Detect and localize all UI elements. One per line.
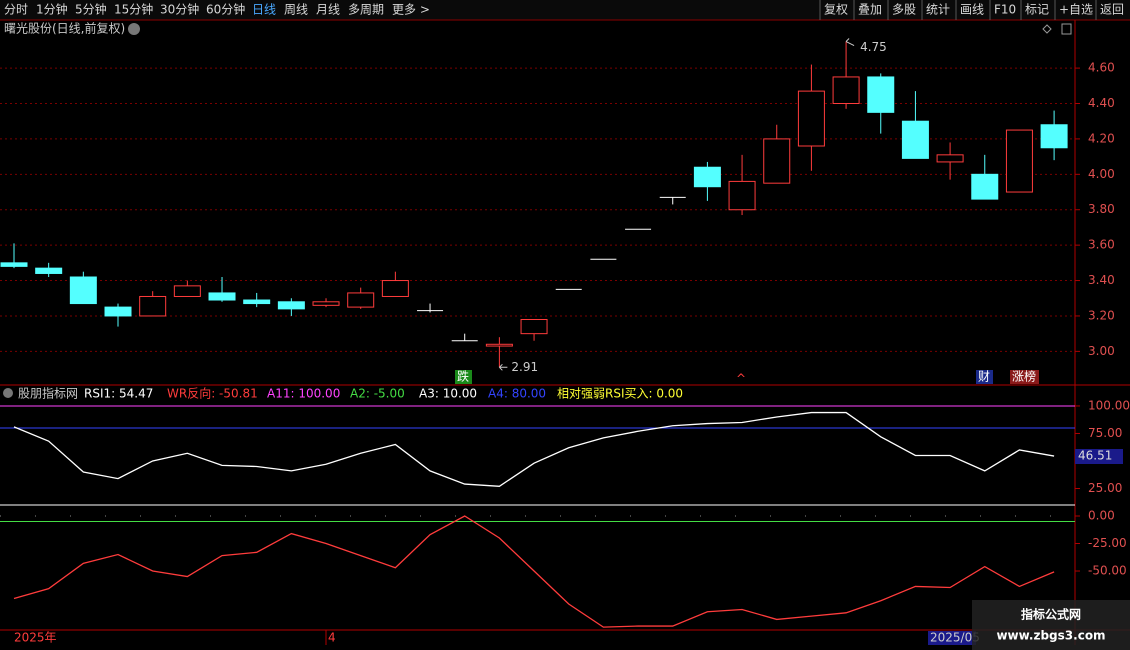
series-line <box>13 515 1055 628</box>
dropdown-icon[interactable] <box>3 388 13 398</box>
date-label: 4 <box>328 631 336 645</box>
candle-body <box>485 343 513 347</box>
candle-body <box>520 318 548 335</box>
candle-body <box>936 154 964 163</box>
candle-body <box>901 120 929 159</box>
y-tick-label: 4.00 <box>1088 167 1115 181</box>
y-tick-label: 3.60 <box>1088 238 1115 252</box>
candle-body <box>797 90 825 147</box>
date-cursor <box>928 631 976 645</box>
y-tick-label: 4.60 <box>1088 61 1115 75</box>
signal-tag <box>455 370 472 384</box>
candle-body <box>693 166 721 188</box>
legend-entry: A11: 100.00 <box>267 387 340 401</box>
candle-body <box>1005 129 1033 193</box>
high-marker <box>845 38 855 46</box>
y-tick-label: 75.00 <box>1088 426 1122 440</box>
signal-tag <box>1010 370 1039 384</box>
toolbar-item[interactable]: 更多 > <box>392 3 430 17</box>
legend-entry: 相对强弱RSI买入: 0.00 <box>557 387 683 401</box>
y-tick-label: 4.40 <box>1088 96 1115 110</box>
cursor-box <box>1075 449 1123 464</box>
window-icon[interactable] <box>1061 23 1072 35</box>
low-marker <box>499 363 508 371</box>
toolbar-item[interactable]: 分时 <box>4 3 28 17</box>
high-label: 4.75 <box>860 40 887 54</box>
toolbar-button[interactable]: 标记 <box>1025 3 1049 17</box>
toolbar-item[interactable]: 5分钟 <box>75 2 107 17</box>
candle-body <box>728 180 756 211</box>
candle-body <box>971 173 999 200</box>
candle-body <box>277 301 305 310</box>
candle-body <box>35 267 63 274</box>
toolbar-button[interactable]: 统计 <box>926 3 950 17</box>
candle-body <box>0 262 28 267</box>
candle-body <box>312 301 340 306</box>
signal-tag-text: 财 <box>978 370 990 384</box>
candle-body <box>243 299 271 305</box>
candle-body <box>173 285 201 297</box>
dropdown-icon[interactable] <box>128 23 140 35</box>
y-tick-label: 25.00 <box>1088 481 1122 495</box>
toolbar-button[interactable]: F10 <box>994 3 1016 17</box>
legend-entry: A3: 10.00 <box>419 387 477 401</box>
signal-tag <box>976 370 993 384</box>
watermark-url: www.zbgs3.com <box>996 629 1105 643</box>
toolbar-item[interactable]: 周线 <box>284 3 308 17</box>
y-tick-label: -50.00 <box>1088 564 1127 578</box>
watermark-box <box>972 600 1130 650</box>
candle-body <box>69 276 97 305</box>
legend-entry: WR反向: -50.81 <box>167 386 258 401</box>
toolbar-item[interactable]: 日线 <box>252 3 276 17</box>
candle-body <box>104 306 132 317</box>
toolbar-item[interactable]: 月线 <box>316 3 340 17</box>
toolbar-button[interactable]: 画线 <box>960 3 984 17</box>
candle-body <box>381 280 409 297</box>
toolbar-item[interactable]: 15分钟 <box>114 2 153 17</box>
candle-body <box>347 292 375 308</box>
signal-arrow: ^ <box>736 372 746 386</box>
y-tick-label: 0.00 <box>1088 508 1115 522</box>
date-label: 2025/05 <box>930 631 980 645</box>
indicator-title: 股朋指标网 <box>18 386 78 401</box>
y-tick-label: 3.80 <box>1088 202 1115 216</box>
y-tick-label: -25.00 <box>1088 536 1127 550</box>
y-tick-label: 3.40 <box>1088 273 1115 287</box>
legend-entry: A2: -5.00 <box>350 387 405 401</box>
low-label: 2.91 <box>511 360 538 374</box>
legend-entry: RSI1: 54.47 <box>84 387 153 401</box>
toolbar-item[interactable]: 1分钟 <box>36 2 68 17</box>
toolbar <box>0 0 1130 20</box>
toolbar-button[interactable]: 返回 <box>1100 3 1124 17</box>
candle-body <box>832 76 860 105</box>
legend-entry: A4: 80.00 <box>488 387 546 401</box>
signal-tag-text: 跌 <box>457 369 469 384</box>
toolbar-button[interactable]: 复权 <box>824 3 848 17</box>
candle-body <box>867 76 895 113</box>
diamond-icon[interactable] <box>1042 24 1052 34</box>
toolbar-button[interactable]: 叠加 <box>858 3 882 17</box>
toolbar-item[interactable]: 30分钟 <box>160 2 199 17</box>
toolbar-button[interactable]: 多股 <box>892 3 916 17</box>
toolbar-item[interactable]: 60分钟 <box>206 2 245 17</box>
y-tick-label: 100.00 <box>1088 398 1130 412</box>
toolbar-button[interactable]: +自选 <box>1059 3 1093 17</box>
y-tick-label: 4.20 <box>1088 131 1115 145</box>
y-tick-label: 3.00 <box>1088 344 1115 358</box>
toolbar-item[interactable]: 多周期 <box>348 3 384 17</box>
candle-body <box>139 295 167 317</box>
date-label: 2025年 <box>14 631 57 645</box>
candle-body <box>208 292 236 301</box>
candle-body <box>763 138 791 184</box>
watermark-title: 指标公式网 <box>1021 607 1081 622</box>
chart-title: 曙光股份(日线,前复权) <box>4 21 125 36</box>
signal-tag-text: 涨榜 <box>1012 369 1036 384</box>
cursor-label: 46.51 <box>1078 449 1112 463</box>
series-line <box>13 411 1055 487</box>
y-tick-label: 3.20 <box>1088 308 1115 322</box>
candle-body <box>1040 124 1068 149</box>
